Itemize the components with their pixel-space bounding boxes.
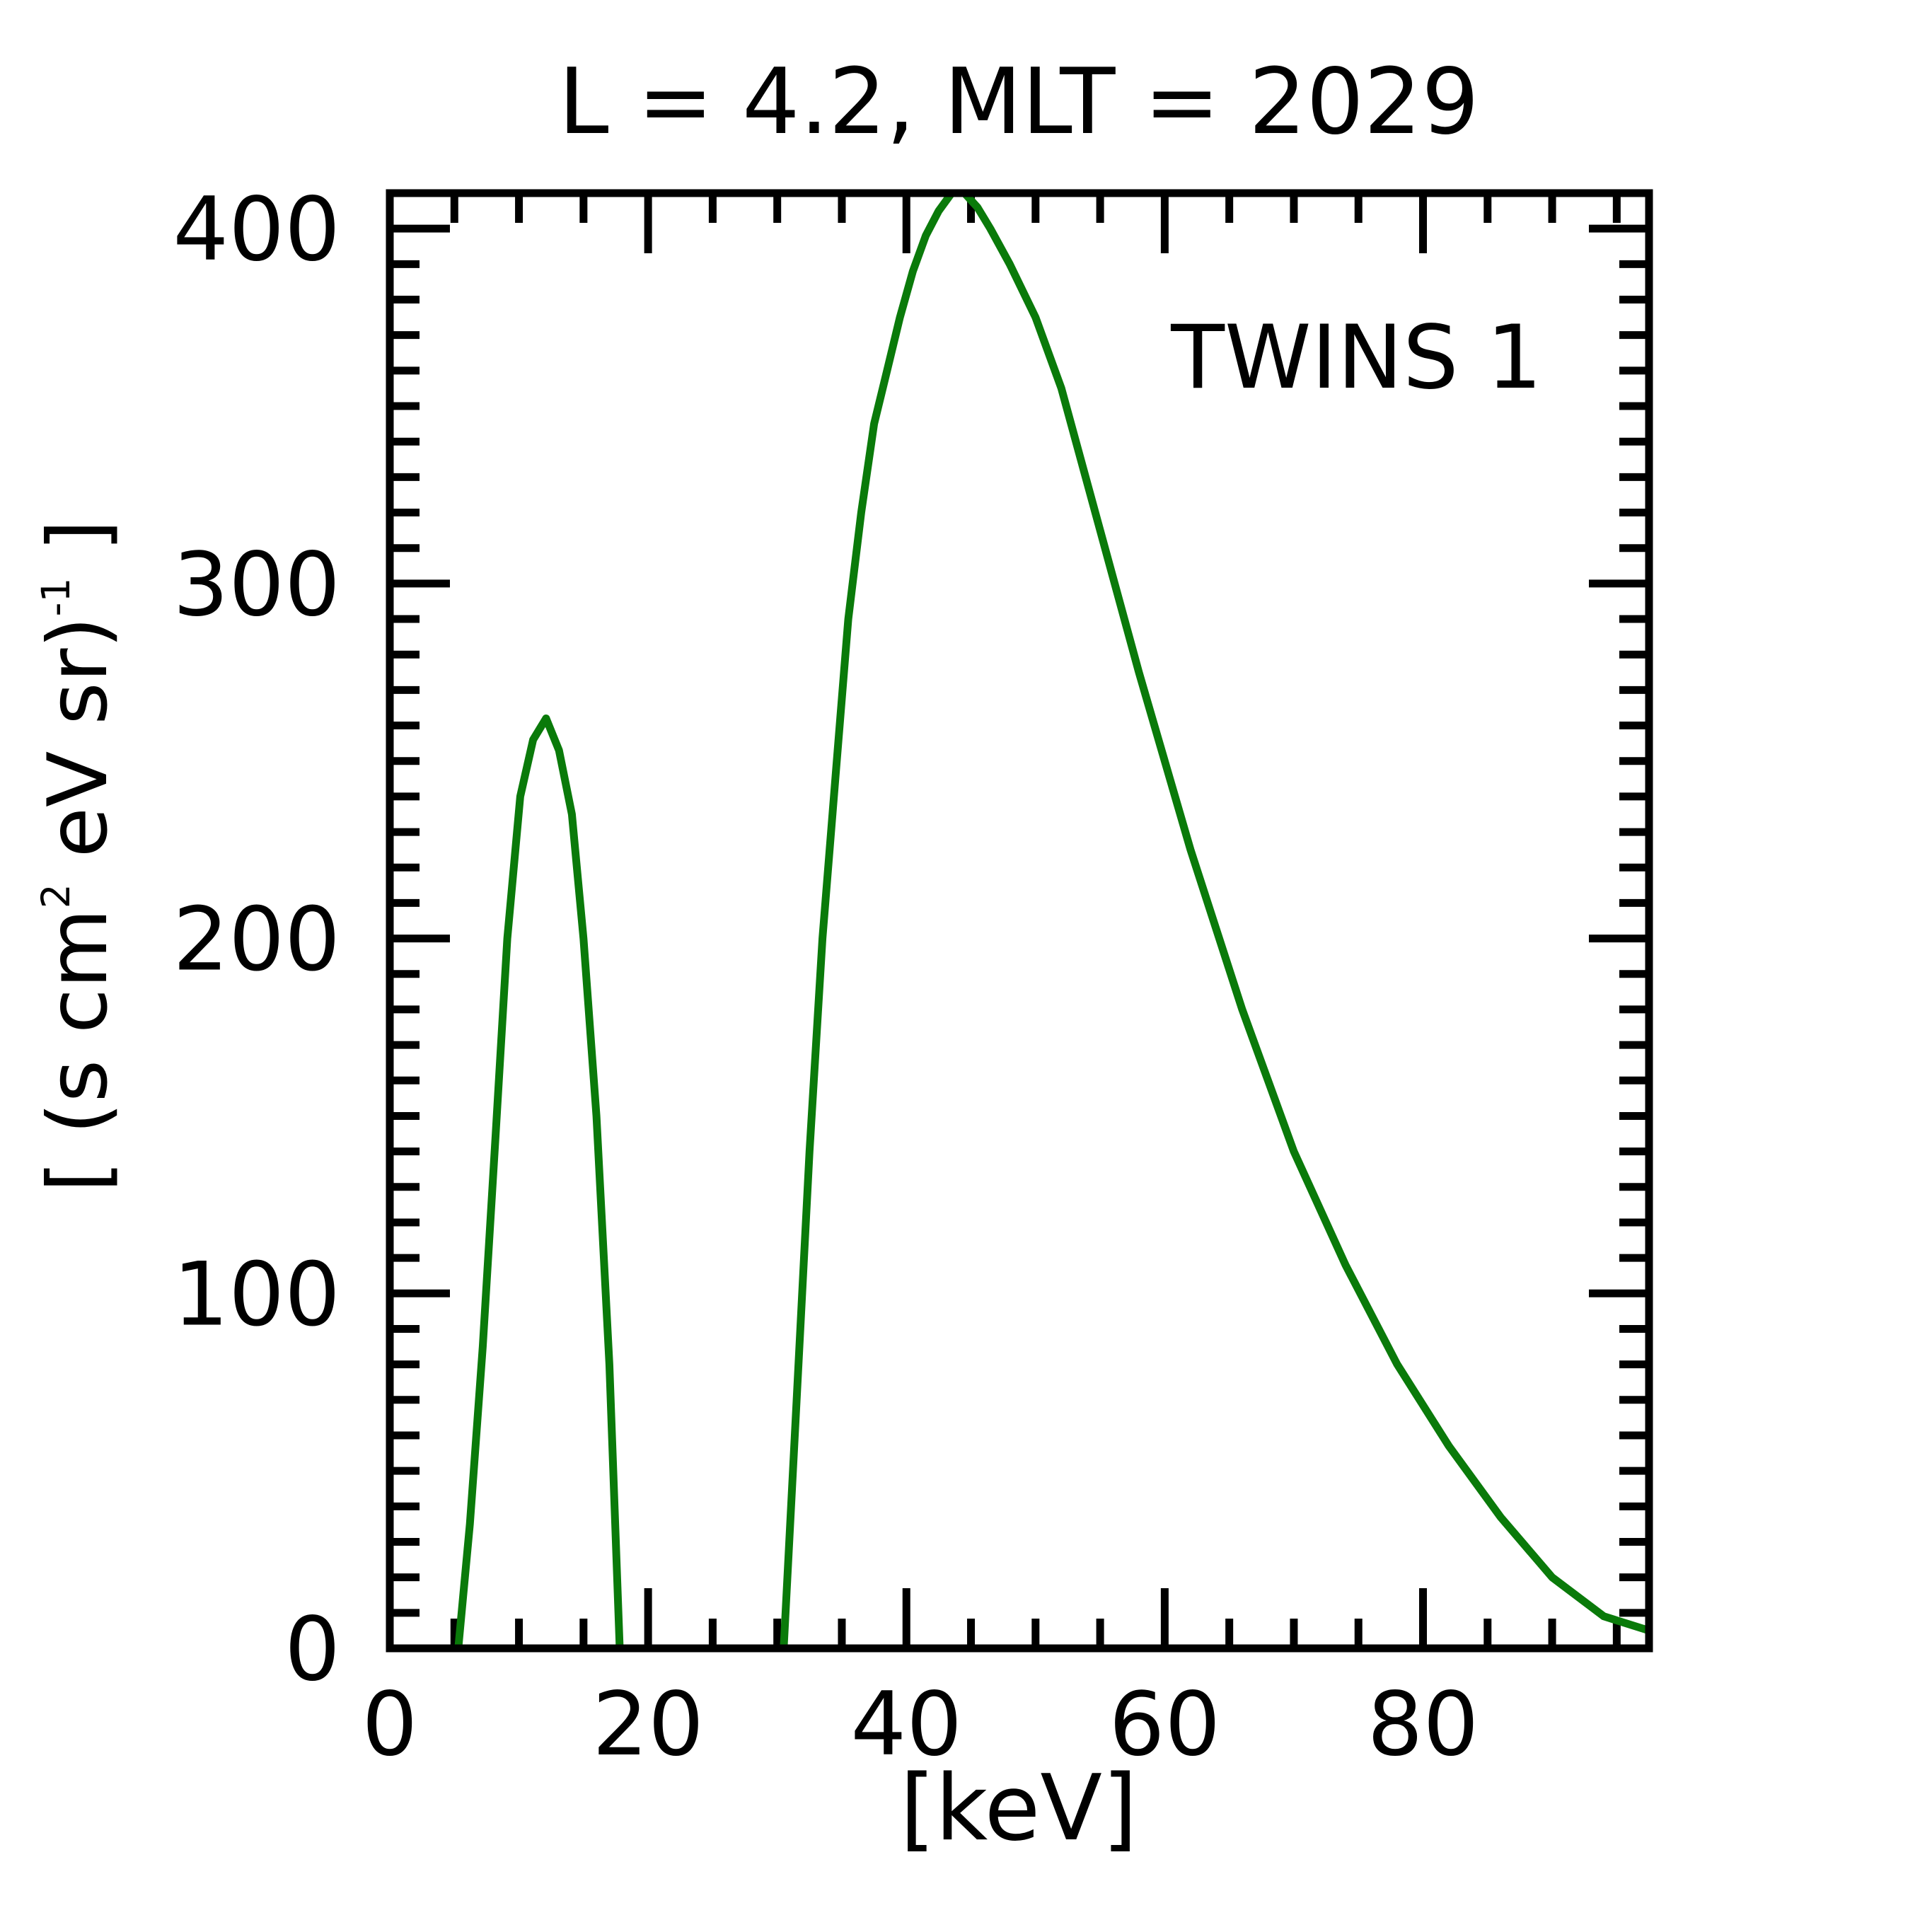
series-line-twins-1 [454, 715, 624, 1649]
tick-labels: 0 20 40 60 80 0 100 200 300 400 [173, 179, 1479, 1776]
y-tick-label: 0 [284, 1599, 340, 1701]
y-tick-label: 400 [173, 179, 340, 281]
axis-ticks [386, 189, 1649, 1653]
x-axis-label: [keV] [900, 1756, 1138, 1861]
series-line-twins-1 [780, 189, 1650, 1649]
x-tick-label: 20 [592, 1674, 704, 1776]
y-tick-label: 100 [173, 1244, 340, 1346]
series-layer [454, 189, 1650, 1649]
y-tick-label: 300 [173, 534, 340, 636]
chart-title: L = 4.2, MLT = 2029 [558, 50, 1479, 155]
plot-frame [386, 189, 1653, 1653]
x-tick-label: 0 [362, 1674, 418, 1776]
x-tick-label: 60 [1109, 1674, 1220, 1776]
y-tick-label: 200 [173, 889, 340, 991]
x-tick-label: 80 [1367, 1674, 1479, 1776]
y-axis-label: [ (s cm2 eV sr)-1 ] [30, 519, 126, 1192]
x-tick-label: 40 [850, 1674, 962, 1776]
legend-label-twins-1: TWINS 1 [1170, 307, 1542, 409]
